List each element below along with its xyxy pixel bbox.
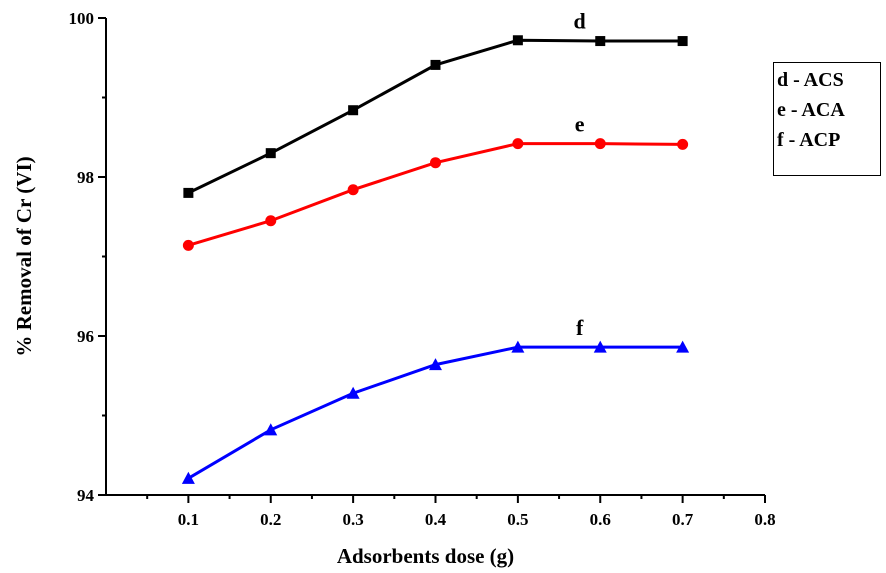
data-point-e [512,138,524,150]
y-tick-label: 98 [77,168,94,187]
x-tick-label: 0.6 [590,510,611,529]
series-layer [181,35,690,484]
data-point-f [429,358,442,371]
legend-entry-e: e - ACA [777,99,845,121]
legend: d - ACS e - ACA f - ACP [773,62,881,176]
data-point-f [346,386,360,399]
series-label-e: e [575,112,585,137]
data-point-e [430,157,441,169]
x-tick-label: 0.2 [260,510,281,529]
data-point-f [511,340,525,353]
data-point-d [430,59,441,70]
x-axis-title: Adsorbents dose (g) [337,544,514,568]
series-label-d: d [574,8,586,33]
y-tick-label: 96 [77,327,94,346]
data-point-d [348,105,359,116]
y-axis-title: % Removal of Cr (VI) [12,156,36,356]
x-tick-label: 0.8 [754,510,775,529]
data-point-e [347,184,359,196]
x-tick-label: 0.5 [507,510,528,529]
labels-layer: Adsorbents dose (g) % Removal of Cr (VI) d… [12,8,586,568]
y-tick-label: 100 [69,9,95,28]
data-point-e [677,138,689,150]
x-tick-label: 0.4 [425,510,447,529]
x-tick-label: 0.7 [672,510,694,529]
data-point-d [677,36,688,47]
data-point-d [183,187,194,198]
series-label-f: f [576,315,584,340]
x-tick-label: 0.3 [343,510,364,529]
data-point-f [264,423,278,436]
data-point-f [593,340,607,353]
data-point-e [182,239,194,251]
data-point-e [265,215,277,227]
data-point-d [595,36,606,47]
data-point-f [676,340,690,353]
y-tick-label: 94 [77,486,95,505]
x-tick-label: 0.1 [178,510,199,529]
legend-entry-f: f - ACP [777,129,841,151]
legend-entry-d: d - ACS [777,69,844,91]
data-point-f [181,471,195,484]
data-point-d [265,148,276,159]
data-point-e [594,138,606,150]
data-point-d [512,35,523,46]
axes: 0.1 0.2 0.3 0.4 0.5 0.6 0.7 0.8 94 96 98 100 [69,9,776,529]
